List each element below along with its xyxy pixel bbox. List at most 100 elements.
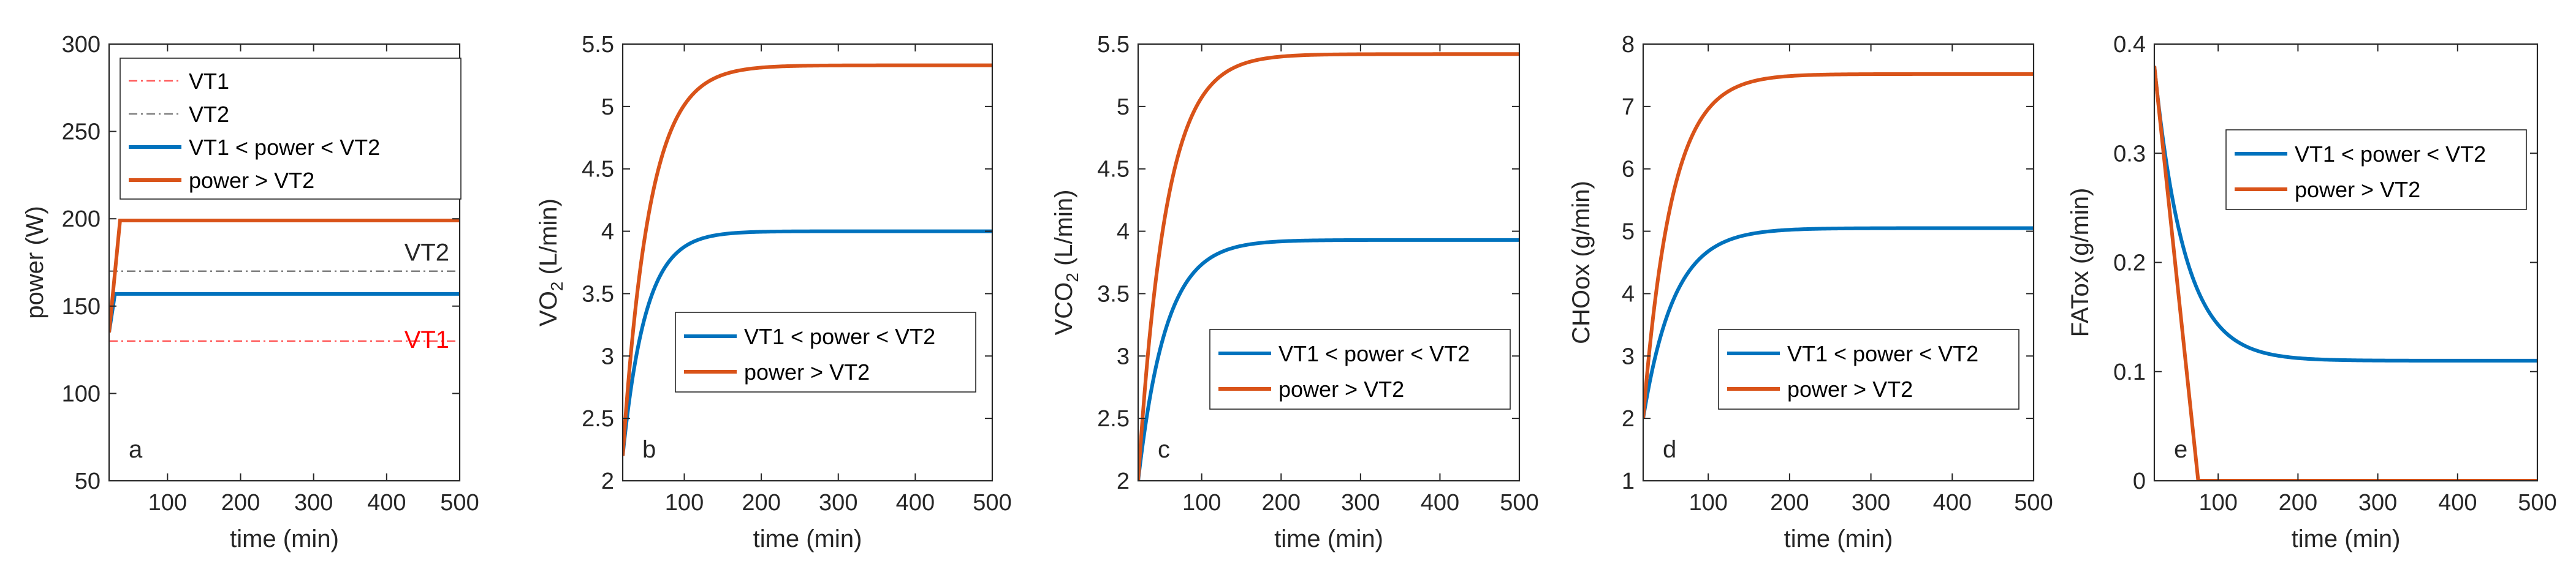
x-tick-label: 400 bbox=[1421, 490, 1459, 516]
x-tick-label: 100 bbox=[1689, 490, 1727, 516]
panel-label-b: b bbox=[642, 436, 656, 463]
y-axis-label-e: FATox (g/min) bbox=[2067, 188, 2094, 337]
x-tick-label: 200 bbox=[221, 490, 260, 516]
panel-a: 100 200 300 400 500 50 100 150 200 250 300 time (mi… bbox=[21, 32, 479, 552]
x-tick-label: 200 bbox=[2279, 490, 2317, 516]
y-tick-label: 2 bbox=[601, 469, 614, 494]
legend-label-vt2: VT2 bbox=[189, 102, 229, 127]
legend-e: VT1 < power < VT2 power > VT2 bbox=[2225, 129, 2527, 210]
legend-label-orange: power > VT2 bbox=[189, 168, 314, 193]
x-tick-label: 400 bbox=[2438, 490, 2477, 516]
series-line-b-orange bbox=[623, 63, 992, 456]
y-tick-label: 3.5 bbox=[582, 281, 614, 307]
y-tick-label: 6 bbox=[1622, 157, 1635, 183]
y-tick-label: 3 bbox=[1622, 344, 1635, 369]
y-tick-label: 0.1 bbox=[2113, 360, 2146, 385]
series-line-e-blue bbox=[2154, 66, 2537, 363]
y-tick-label: 0 bbox=[2133, 469, 2146, 494]
legend-box bbox=[120, 58, 462, 200]
legend-box bbox=[1209, 329, 1511, 410]
legend-b: VT1 < power < VT2 power > VT2 bbox=[675, 312, 976, 393]
panel-label-a: a bbox=[129, 436, 143, 463]
y-tick-label: 50 bbox=[75, 469, 101, 494]
legend-label-orange: power > VT2 bbox=[1279, 377, 1404, 402]
x-tick-label: 400 bbox=[367, 490, 406, 516]
y-tick-label: 2 bbox=[1622, 406, 1635, 432]
panel-d: 100 200 300 400 500 1 2 3 4 5 6 7 8 time (min) CHOox (… bbox=[1568, 32, 2053, 552]
x-tick-label: 500 bbox=[2014, 490, 2053, 516]
series-line-c-blue bbox=[1138, 238, 1519, 481]
x-tick-label: 100 bbox=[665, 490, 704, 516]
axes-box-d bbox=[1642, 43, 2035, 482]
y-axis-label-a: power (W) bbox=[21, 206, 48, 318]
panel-label-c: c bbox=[1158, 436, 1170, 463]
y-axis-label-b: VO2 (L/min) bbox=[535, 198, 566, 326]
panel-label-d: d bbox=[1663, 436, 1676, 463]
legend-box bbox=[2225, 129, 2527, 210]
series-line-a-orange bbox=[109, 219, 460, 333]
x-tick-label: 500 bbox=[973, 490, 1011, 516]
x-tick-label: 300 bbox=[819, 490, 857, 516]
legend-label-blue: VT1 < power < VT2 bbox=[1787, 341, 1978, 366]
y-tick-label: 4.5 bbox=[1097, 157, 1130, 183]
x-tick-label: 300 bbox=[2358, 490, 2397, 516]
x-tick-label: 200 bbox=[742, 490, 780, 516]
series-line-d-orange bbox=[1643, 72, 2034, 419]
annotation-vt1: VT1 bbox=[405, 326, 449, 353]
y-tick-label: 7 bbox=[1622, 94, 1635, 120]
x-tick-label: 500 bbox=[2518, 490, 2556, 516]
y-tick-label: 2 bbox=[1117, 469, 1130, 494]
x-tick-label: 300 bbox=[1341, 490, 1380, 516]
legend-box bbox=[1718, 329, 2019, 410]
y-tick-label: 250 bbox=[62, 119, 101, 145]
y-axis-label-c: VCO2 (L/min) bbox=[1051, 190, 1082, 336]
legend-label-blue: VT1 < power < VT2 bbox=[189, 135, 380, 160]
legend-label-blue: VT1 < power < VT2 bbox=[1279, 341, 1470, 366]
panel-e: 100 200 300 400 500 0 0.1 0.2 0.3 0.4 time (min) FA… bbox=[2067, 32, 2557, 552]
x-tick-label: 500 bbox=[440, 490, 479, 516]
y-tick-label: 4 bbox=[1622, 281, 1635, 307]
y-tick-label: 4 bbox=[1117, 219, 1130, 245]
y-tick-label: 2.5 bbox=[582, 406, 614, 432]
y-tick-label: 4 bbox=[601, 219, 614, 245]
y-tick-label: 0.2 bbox=[2113, 250, 2146, 276]
y-tick-label: 300 bbox=[62, 32, 101, 58]
y-tick-label: 3.5 bbox=[1097, 281, 1130, 307]
y-axis-label-d: CHOox (g/min) bbox=[1568, 181, 1595, 344]
y-tick-label: 1 bbox=[1622, 469, 1635, 494]
y-tick-label: 5 bbox=[601, 94, 614, 120]
x-tick-label: 300 bbox=[294, 490, 333, 516]
legend-label-blue: VT1 < power < VT2 bbox=[744, 324, 935, 349]
x-tick-label: 100 bbox=[148, 490, 187, 516]
y-tick-label: 0.4 bbox=[2113, 32, 2146, 58]
legend-a: VT1 VT2 VT1 < power < VT2 power > VT2 bbox=[120, 58, 462, 200]
series-line-d-blue bbox=[1643, 226, 2034, 419]
y-tick-label: 5 bbox=[1117, 94, 1130, 120]
x-tick-label: 400 bbox=[896, 490, 935, 516]
x-axis-label-d: time (min) bbox=[1784, 525, 1893, 552]
series-line-e-orange bbox=[2154, 66, 2537, 481]
x-tick-label: 100 bbox=[1182, 490, 1221, 516]
legend-box bbox=[675, 312, 976, 393]
y-tick-label: 200 bbox=[62, 206, 101, 232]
y-tick-label: 100 bbox=[62, 381, 101, 407]
axes-box-e bbox=[2153, 43, 2539, 482]
x-axis-label-e: time (min) bbox=[2292, 525, 2401, 552]
axes-box-c bbox=[1137, 43, 1521, 482]
x-axis-label-c: time (min) bbox=[1274, 525, 1383, 552]
x-tick-label: 500 bbox=[1500, 490, 1538, 516]
y-tick-label: 3 bbox=[601, 344, 614, 369]
y-tick-label: 5.5 bbox=[1097, 32, 1130, 58]
series-line-b-blue bbox=[623, 229, 992, 456]
y-tick-label: 0.3 bbox=[2113, 141, 2146, 167]
legend-d: VT1 < power < VT2 power > VT2 bbox=[1718, 329, 2019, 410]
y-tick-label: 3 bbox=[1117, 344, 1130, 369]
legend-label-blue: VT1 < power < VT2 bbox=[2295, 141, 2486, 167]
legend-c: VT1 < power < VT2 power > VT2 bbox=[1209, 329, 1511, 410]
legend-label-orange: power > VT2 bbox=[744, 360, 870, 385]
legend-label-vt1: VT1 bbox=[189, 69, 229, 94]
axes-box-a bbox=[108, 43, 461, 482]
x-tick-label: 200 bbox=[1262, 490, 1301, 516]
